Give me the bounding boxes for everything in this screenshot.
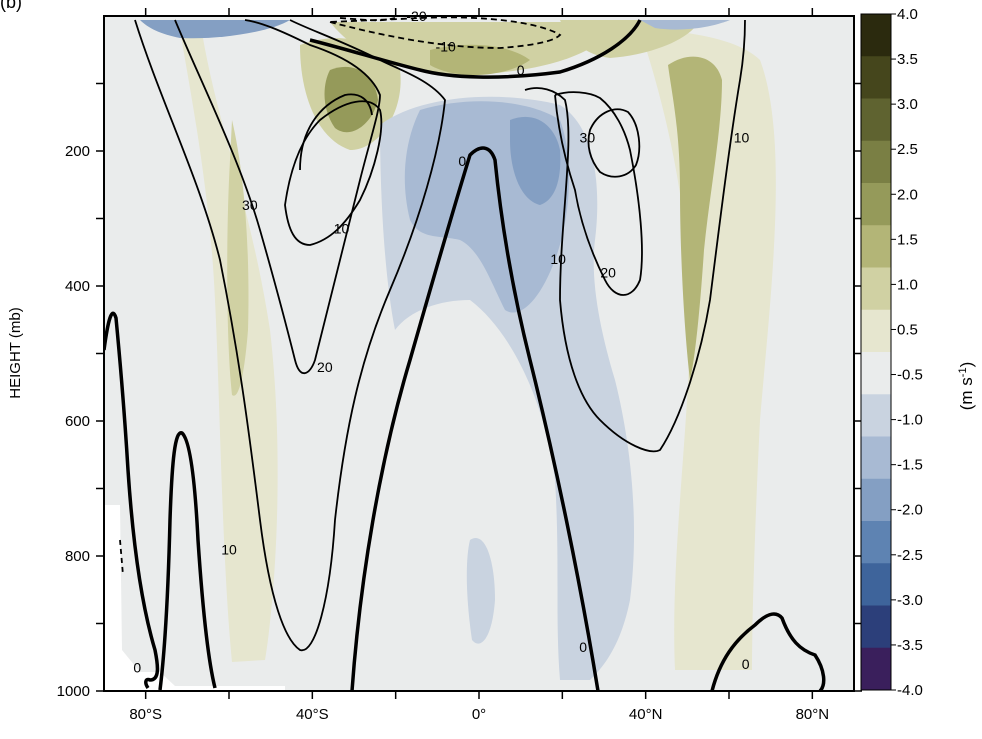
contour-zero-north-lobe — [710, 612, 826, 691]
colorbar-label: -1.5 — [897, 457, 923, 474]
contour-label: 0 — [133, 659, 141, 675]
colorbar-swatch — [861, 56, 891, 99]
colorbar-label: -3.0 — [897, 592, 923, 609]
shade-negative-lower-tropics — [466, 538, 495, 644]
contour-zero-south-pole — [104, 311, 160, 689]
colorbar-swatch — [861, 647, 891, 691]
contour-label: 0 — [517, 62, 525, 78]
colorbar-swatch — [861, 436, 891, 480]
colorbar-label: 2.0 — [897, 186, 918, 203]
shade-positive-equator-top-core — [430, 44, 530, 76]
colorbar-label: 3.5 — [897, 51, 918, 68]
contour-zero-south-lobe — [158, 431, 217, 691]
shade-positive-north-column — [640, 30, 776, 670]
contour-label: 30 — [242, 197, 258, 213]
panel-label: (b) — [0, 0, 22, 12]
contour-south-upper-loop — [299, 93, 373, 171]
contour-30-south — [284, 100, 383, 246]
colorbar-label: -0.5 — [897, 367, 923, 384]
colorbar-label: -4.0 — [897, 682, 923, 699]
colorbar-label: 1.5 — [897, 231, 918, 248]
contour-label: 30 — [580, 130, 596, 146]
colorbar-swatch — [861, 140, 891, 184]
colorbar-swatch — [861, 394, 891, 437]
y-tick-label: 800 — [65, 548, 90, 565]
contour-layer — [104, 16, 826, 691]
colorbar-swatch — [861, 478, 891, 522]
contour-label: 0 — [458, 153, 466, 169]
colorbar-label: -2.5 — [897, 547, 923, 564]
shade-positive-north-top — [560, 20, 700, 58]
contour-20-north — [554, 91, 643, 296]
colorbar-swatch — [861, 267, 891, 311]
contour-label: 10 — [734, 130, 750, 146]
colorbar-label: 3.0 — [897, 96, 918, 113]
x-axis: 80°S 40°S 0° 40°N 80°N — [129, 8, 829, 723]
contour-label: -10 — [436, 38, 456, 54]
y-tick-label: 1000 — [57, 683, 90, 700]
colorbar-swatch — [861, 521, 891, 564]
colorbar-label: 1.0 — [897, 276, 918, 293]
colorbar-swatch — [861, 563, 891, 606]
colorbar-frame — [860, 13, 892, 691]
colorbar-swatch — [861, 225, 891, 268]
shade-positive-south-upper-core — [324, 66, 378, 133]
shade-positive-north-core — [668, 56, 722, 380]
contour-label: 0 — [742, 656, 750, 672]
colorbar-label: -2.0 — [897, 502, 923, 519]
contour-minus-10 — [329, 16, 562, 49]
contour-zero-upper — [309, 19, 642, 79]
contour-label: 20 — [600, 265, 616, 281]
contour-label: 0 — [579, 639, 587, 655]
colorbar-unit-label: (m s-1) — [957, 362, 976, 411]
colorbar-swatch — [861, 605, 891, 649]
colorbar-label: 2.5 — [897, 141, 918, 158]
contour-label: 10 — [334, 221, 350, 237]
contour-zero-equator — [350, 146, 600, 691]
x-tick-label: 40°N — [629, 706, 663, 723]
contour-10-north — [524, 19, 746, 453]
colorbar-label: -3.5 — [897, 637, 923, 654]
colorbar-swatch — [861, 183, 891, 226]
contour-minus-20 — [339, 17, 396, 22]
colorbar-label: 0.5 — [897, 321, 918, 338]
contour-20-south — [174, 19, 381, 375]
contour-label: 20 — [317, 359, 333, 375]
colorbar: 4.0 3.5 3.0 2.5 2.0 1.5 1.0 0.5 -0.5 -1.0 -1.5 -2.0… — [860, 6, 923, 699]
shade-negative-top-right — [640, 20, 730, 30]
y-axis-label: HEIGHT (mb) — [7, 307, 24, 398]
colorbar-label: -1.0 — [897, 412, 923, 429]
contour-label: 10 — [550, 251, 566, 267]
contour-dashed-left — [119, 539, 124, 576]
y-tick-label: 600 — [65, 413, 90, 430]
contour-10-south — [134, 19, 446, 652]
shade-negative-tropics-innermost — [510, 116, 561, 205]
missing-data-area — [104, 505, 285, 691]
y-tick-label: 400 — [65, 278, 90, 295]
x-tick-label: 80°S — [129, 706, 162, 723]
contour-30-north — [587, 108, 641, 178]
y-tick-label: 200 — [65, 143, 90, 160]
colorbar-label: 4.0 — [897, 6, 918, 23]
colorbar-swatch — [861, 98, 891, 142]
colorbar-swatch — [861, 352, 891, 395]
colorbar-swatch — [861, 14, 891, 57]
colorbar-swatch — [861, 309, 891, 353]
x-tick-label: 40°S — [296, 706, 329, 723]
x-tick-label: 80°N — [796, 706, 830, 723]
contour-label: 10 — [221, 541, 237, 557]
x-tick-label: 0° — [472, 706, 486, 723]
